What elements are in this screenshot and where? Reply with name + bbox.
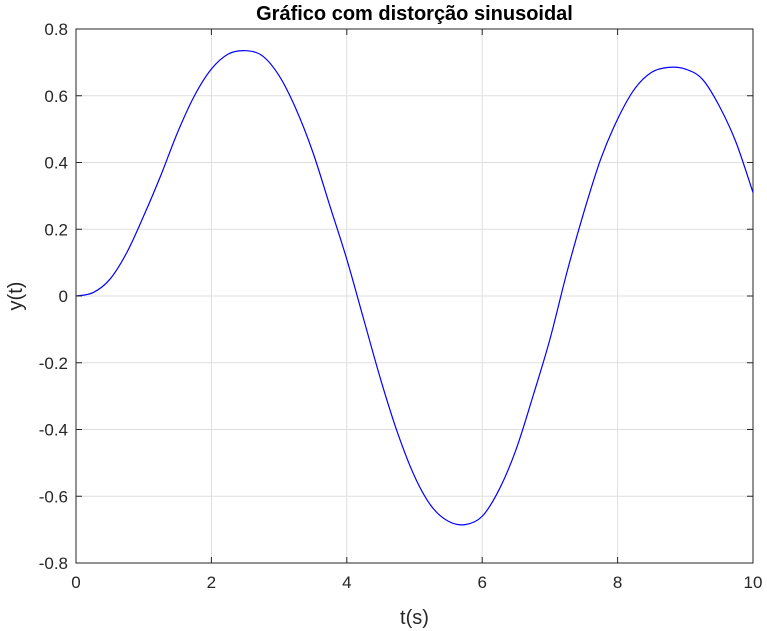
y-tick-label: -0.8 xyxy=(39,554,68,573)
x-axis-ticks: 0 2 4 6 8 10 xyxy=(71,29,762,592)
y-tick-label: 0.8 xyxy=(44,20,68,39)
x-tick-label: 2 xyxy=(207,573,216,592)
y-tick-label: 0 xyxy=(59,287,68,306)
x-tick-label: 0 xyxy=(71,573,80,592)
grid xyxy=(75,28,754,564)
y-tick-label: 0.2 xyxy=(44,220,68,239)
y-tick-label: -0.2 xyxy=(39,354,68,373)
x-axis-label: t(s) xyxy=(400,607,429,629)
y-tick-label: -0.4 xyxy=(39,421,68,440)
x-tick-label: 8 xyxy=(613,573,622,592)
x-tick-label: 4 xyxy=(342,573,351,592)
y-tick-label: -0.6 xyxy=(39,487,68,506)
y-tick-label: 0.4 xyxy=(44,154,68,173)
y-axis-ticks: 0.8 0.6 0.4 0.2 0 -0.2 -0.4 -0.6 -0.8 xyxy=(39,20,753,573)
y-tick-label: 0.6 xyxy=(44,87,68,106)
y-axis-label: y(t) xyxy=(5,282,27,311)
x-tick-label: 6 xyxy=(477,573,486,592)
x-tick-label: 10 xyxy=(744,573,763,592)
series-line xyxy=(75,50,754,526)
chart-title: Gráfico com distorção sinusoidal xyxy=(256,3,573,25)
